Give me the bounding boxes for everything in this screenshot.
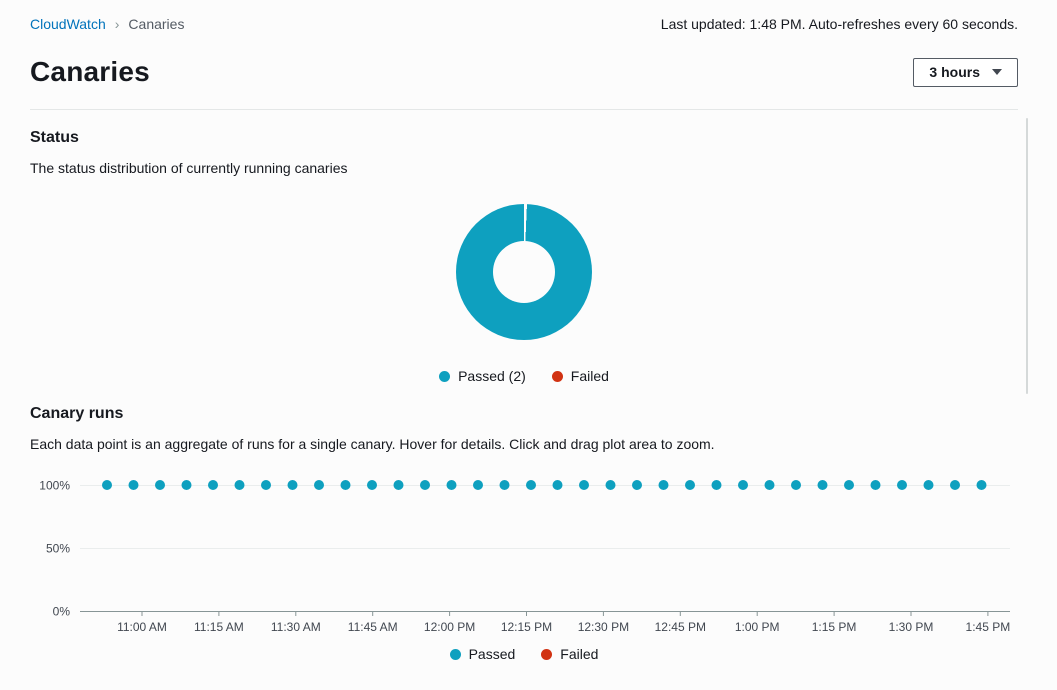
svg-text:11:30 AM: 11:30 AM: [271, 620, 321, 634]
breadcrumb-current: Canaries: [128, 16, 185, 32]
runs-passed-legend-label: Passed: [468, 646, 516, 662]
runs-legend-item-failed[interactable]: Failed: [541, 646, 598, 662]
status-legend: Passed (2) Failed: [30, 368, 1018, 384]
time-range-dropdown[interactable]: 3 hours: [913, 57, 1018, 87]
svg-text:11:00 AM: 11:00 AM: [117, 620, 167, 634]
canary-runs-section-subtitle: Each data point is an aggregate of runs …: [30, 436, 715, 452]
runs-failed-legend-label: Failed: [560, 646, 599, 662]
runs-legend: Passed Failed: [30, 646, 1018, 662]
scrollbar-thumb[interactable]: [1026, 118, 1028, 394]
status-legend-item-failed[interactable]: Failed: [551, 368, 609, 384]
last-updated-text: Last updated: 1:48 PM. Auto-refreshes ev…: [660, 16, 1018, 32]
svg-text:1:15 PM: 1:15 PM: [812, 620, 857, 634]
failed-legend-dot-icon: [551, 370, 563, 382]
svg-text:0%: 0%: [53, 605, 71, 619]
canary-runs-plot[interactable]: 100% 50% 0% 11:00 AM 11:15 AM 11:30 AM 11:45 A…: [30, 475, 1018, 637]
svg-text:1:00 PM: 1:00 PM: [735, 620, 780, 634]
svg-text:11:45 AM: 11:45 AM: [348, 620, 398, 634]
time-range-label: 3 hours: [929, 63, 980, 80]
breadcrumb: CloudWatch › Canaries: [30, 16, 184, 32]
svg-text:12:00 PM: 12:00 PM: [424, 620, 475, 634]
status-donut-container: [30, 204, 1018, 340]
status-section-subtitle: The status distribution of currently run…: [30, 160, 348, 176]
canaries-page: CloudWatch › Canaries Last updated: 1:48…: [30, 0, 1018, 662]
status-legend-item-passed[interactable]: Passed (2): [439, 368, 526, 384]
breadcrumb-cloudwatch-link[interactable]: CloudWatch: [30, 16, 106, 32]
canary-runs-section: Canary runs Each data point is an aggreg…: [30, 405, 1018, 662]
chevron-down-icon: [992, 68, 1002, 75]
svg-text:1:45 PM: 1:45 PM: [966, 620, 1011, 634]
header-divider: [30, 109, 1018, 110]
status-donut-hole: [493, 241, 555, 303]
passed-legend-dot-icon: [449, 648, 461, 660]
svg-text:100%: 100%: [39, 479, 70, 493]
canary-runs-chart-container: 100% 50% 0% 11:00 AM 11:15 AM 11:30 AM 11:45 A…: [30, 475, 1018, 637]
svg-text:12:15 PM: 12:15 PM: [501, 620, 552, 634]
svg-text:1:30 PM: 1:30 PM: [889, 620, 934, 634]
svg-text:12:30 PM: 12:30 PM: [578, 620, 629, 634]
status-section-title: Status: [30, 129, 79, 146]
page-title: Canaries: [30, 56, 150, 87]
status-failed-legend-label: Failed: [570, 368, 609, 384]
status-donut-chart[interactable]: [456, 204, 592, 340]
status-passed-legend-label: Passed (2): [458, 368, 526, 384]
svg-text:12:45 PM: 12:45 PM: [655, 620, 706, 634]
runs-legend-item-passed[interactable]: Passed: [449, 646, 516, 662]
status-section: Status The status distribution of curren…: [30, 129, 1018, 384]
svg-text:50%: 50%: [46, 542, 70, 556]
breadcrumb-separator-icon: ›: [114, 16, 120, 32]
canary-runs-section-title: Canary runs: [30, 405, 124, 422]
svg-text:11:15 AM: 11:15 AM: [194, 620, 244, 634]
failed-legend-dot-icon: [541, 648, 553, 660]
page-header: Canaries 3 hours: [30, 56, 1018, 88]
top-bar: CloudWatch › Canaries Last updated: 1:48…: [30, 0, 1018, 32]
passed-legend-dot-icon: [439, 370, 451, 382]
